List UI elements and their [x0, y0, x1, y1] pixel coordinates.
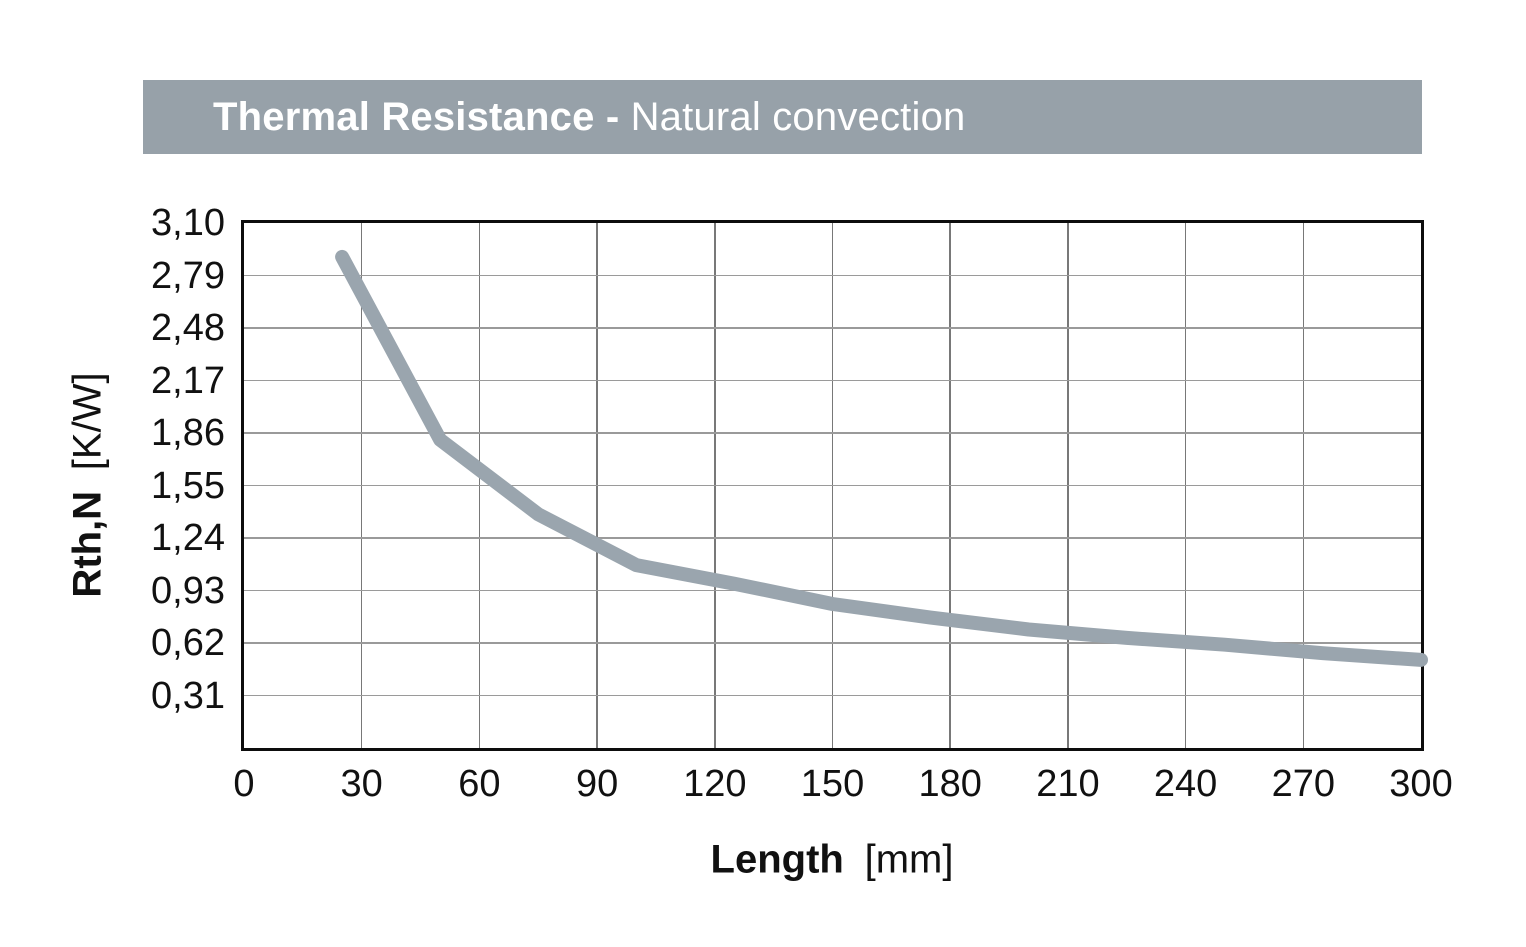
y-tick-label: 0,31: [151, 674, 225, 717]
x-tick-label: 300: [1389, 763, 1453, 805]
x-tick-label: 90: [575, 763, 619, 805]
y-tick-label: 0,93: [151, 569, 225, 612]
x-tick-label: 180: [918, 763, 982, 805]
y-tick-label: 1,24: [151, 517, 225, 559]
thermal-resistance-curve: [335, 249, 1428, 667]
y-tick-label: 2,48: [151, 307, 225, 349]
y-tick-label: 3,10: [151, 202, 225, 244]
y-tick-label: 0,62: [151, 622, 225, 664]
horizontal-gridline: [244, 484, 1421, 487]
horizontal-gridline: [244, 589, 1421, 592]
x-tick-label: 30: [340, 763, 383, 805]
y-tick-label: 1,55: [151, 464, 225, 507]
x-tick-label: 210: [1036, 763, 1100, 805]
x-axis-title-unit: [mm]: [864, 837, 954, 882]
horizontal-gridline: [244, 327, 1421, 329]
x-axis-title: Length [mm]: [711, 838, 954, 883]
x-tick-label: 240: [1153, 763, 1218, 805]
horizontal-gridline: [244, 642, 1421, 644]
x-tick-label: 150: [800, 763, 865, 805]
x-axis-title-symbol: Length: [710, 837, 844, 882]
x-tick-label: 120: [683, 763, 747, 805]
horizontal-gridline: [244, 432, 1421, 434]
horizontal-gridline: [244, 537, 1421, 539]
horizontal-gridline: [244, 694, 1421, 697]
y-tick-label: 1,86: [151, 412, 225, 454]
plot-area: [241, 220, 1428, 751]
chart-title-main: Thermal Resistance -: [213, 94, 620, 139]
x-tick-label: 0: [233, 763, 255, 805]
horizontal-gridline: [244, 379, 1421, 382]
chart-title-subtitle: Natural convection: [630, 94, 966, 139]
chart-title-bar: Thermal Resistance - Natural convection: [143, 80, 1422, 154]
y-tick-label: 2,17: [151, 359, 225, 402]
y-tick-label: 2,79: [151, 254, 225, 297]
rth-curve-line: [335, 249, 1428, 667]
x-tick-label: 270: [1271, 763, 1335, 805]
horizontal-gridline: [244, 274, 1421, 277]
x-tick-label: 60: [458, 763, 501, 805]
